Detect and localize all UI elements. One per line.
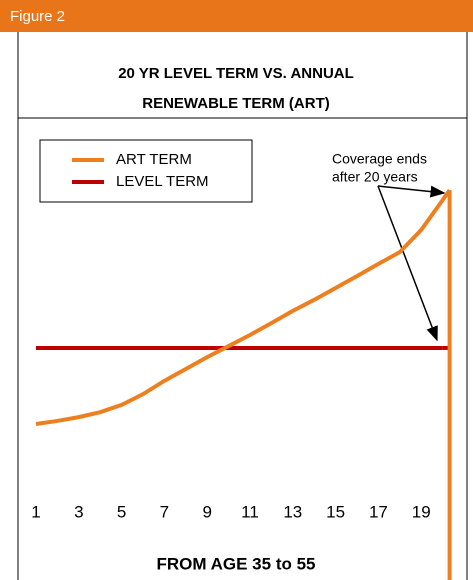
x-tick-label: 15 — [326, 502, 345, 521]
x-tick-label: 13 — [283, 502, 302, 521]
legend-label: ART TERM — [116, 151, 192, 168]
x-tick-label: 19 — [412, 502, 431, 521]
figure-label: Figure 2 — [10, 8, 65, 25]
header-band — [0, 0, 473, 32]
x-tick-label: 1 — [31, 502, 40, 521]
chart-title: 20 YR LEVEL TERM VS. ANNUAL — [118, 65, 354, 82]
x-axis-label: FROM AGE 35 to 55 — [156, 554, 315, 573]
arrow — [377, 185, 438, 342]
arrow — [377, 185, 446, 198]
x-tick-label: 7 — [160, 502, 169, 521]
x-tick-label: 3 — [74, 502, 83, 521]
annotation: Coverage ends — [332, 151, 427, 167]
chart-title: RENEWABLE TERM (ART) — [142, 95, 330, 112]
legend-box — [39, 139, 253, 203]
legend-label: LEVEL TERM — [116, 173, 209, 190]
x-tick-label: 11 — [241, 502, 259, 521]
x-tick-label: 9 — [202, 502, 211, 521]
annotation: after 20 years — [332, 169, 418, 185]
series-line — [35, 198, 445, 426]
x-tick-label: 17 — [369, 502, 388, 521]
x-tick-label: 5 — [117, 502, 126, 521]
